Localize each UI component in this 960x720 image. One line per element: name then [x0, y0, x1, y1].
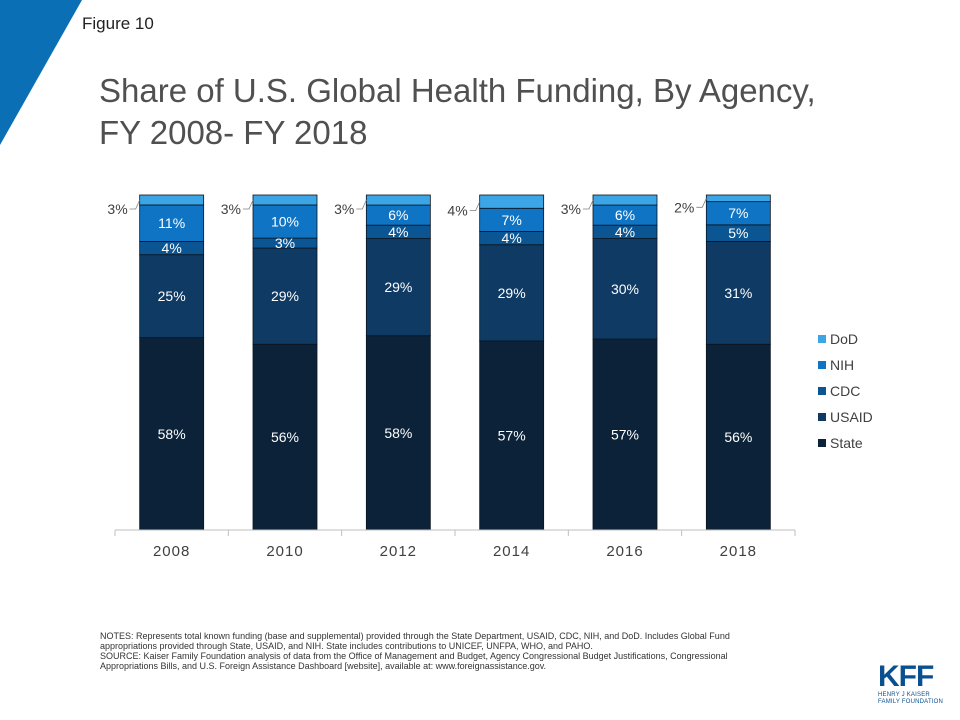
- data-label-nih-2010: 10%: [271, 214, 299, 230]
- bar-usaid-2016: [592, 238, 658, 340]
- stacked-bar-chart: 58% 25% 4% 11% 3% 2008 56% 29% 3% 10% 3% 2010 58% 29%…: [107, 194, 796, 560]
- bar-dod-2010: [252, 194, 318, 206]
- bar-dod-2014: [479, 194, 545, 209]
- legend-label-nih: NIH: [830, 357, 855, 373]
- data-label-nih-2012: 6%: [388, 207, 408, 223]
- data-label-cdc-2018: 5%: [728, 225, 748, 241]
- chart-legend: DoD NIH CDC USAID State: [818, 326, 873, 456]
- legend-label-state: State: [830, 435, 863, 451]
- data-label-nih-2014: 7%: [502, 212, 522, 228]
- data-label-dod-2016: 3%: [561, 201, 581, 217]
- data-label-state-2014: 57%: [498, 427, 526, 443]
- data-label-cdc-2012: 4%: [388, 224, 408, 240]
- legend-label-dod: DoD: [830, 331, 859, 347]
- bar-state-2012: [365, 335, 431, 531]
- bar-usaid-2010: [252, 247, 318, 345]
- data-label-state-2018: 56%: [724, 429, 752, 445]
- bar-usaid-2018: [705, 241, 771, 345]
- data-label-nih-2018: 7%: [728, 205, 748, 221]
- data-label-usaid-2016: 30%: [611, 281, 639, 297]
- kff-logo-line2: FAMILY FOUNDATION: [878, 699, 944, 705]
- chart-title: Share of U.S. Global Health Funding, By …: [99, 72, 816, 151]
- kff-logo-line1: HENRY J KAISER: [878, 692, 930, 698]
- x-tick-label-2008: 2008: [153, 543, 190, 560]
- bar-usaid-2008: [139, 254, 205, 339]
- legend-label-usaid: USAID: [830, 409, 873, 425]
- legend-item-dod: DoD: [818, 326, 873, 352]
- data-label-cdc-2016: 4%: [615, 224, 635, 240]
- legend-swatch-state: [818, 439, 826, 447]
- data-label-cdc-2008: 4%: [162, 240, 182, 256]
- legend-swatch-usaid: [818, 413, 826, 421]
- data-label-dod-2014: 4%: [447, 203, 467, 219]
- bar-state-2008: [139, 337, 205, 531]
- legend-item-cdc: CDC: [818, 378, 873, 404]
- leader-line-dod-2014: [469, 201, 481, 212]
- kff-logo: KFF HENRY J KAISER FAMILY FOUNDATION: [878, 662, 948, 706]
- leader-line-dod-2008: [129, 199, 141, 210]
- data-label-dod-2018: 2%: [674, 199, 694, 215]
- data-label-state-2016: 57%: [611, 427, 639, 443]
- leader-line-dod-2012: [356, 199, 367, 210]
- data-label-state-2010: 56%: [271, 429, 299, 445]
- x-tick-label-2012: 2012: [380, 543, 417, 560]
- legend-item-state: State: [818, 430, 873, 456]
- bar-dod-2018: [705, 194, 771, 203]
- data-label-dod-2008: 3%: [107, 201, 127, 217]
- data-label-dod-2010: 3%: [221, 201, 241, 217]
- x-tick-label-2018: 2018: [720, 543, 757, 560]
- x-tick-label-2010: 2010: [266, 543, 303, 560]
- legend-swatch-cdc: [818, 387, 826, 395]
- data-label-state-2008: 58%: [158, 426, 186, 442]
- leader-line-dod-2010: [243, 199, 254, 210]
- legend-label-cdc: CDC: [830, 383, 861, 399]
- x-tick-label-2016: 2016: [606, 543, 643, 560]
- source-text: SOURCE: Kaiser Family Foundation analysi…: [100, 651, 728, 671]
- footnotes: NOTES: Represents total known funding (b…: [100, 631, 780, 671]
- bar-state-2018: [705, 343, 771, 531]
- figure-label: Figure 10: [82, 14, 154, 33]
- leader-line-dod-2016: [583, 199, 594, 210]
- data-label-usaid-2012: 29%: [384, 279, 412, 295]
- bar-usaid-2014: [479, 244, 545, 342]
- data-label-usaid-2008: 25%: [158, 288, 186, 304]
- data-label-usaid-2010: 29%: [271, 288, 299, 304]
- bar-dod-2008: [139, 194, 205, 206]
- x-tick-label-2014: 2014: [493, 543, 530, 560]
- data-label-nih-2008: 11%: [158, 215, 185, 231]
- data-label-nih-2016: 6%: [615, 207, 635, 223]
- data-label-cdc-2010: 3%: [275, 235, 295, 251]
- bar-dod-2016: [592, 194, 658, 206]
- bar-dod-2012: [365, 194, 431, 206]
- data-label-cdc-2014: 4%: [502, 230, 522, 246]
- data-label-state-2012: 58%: [384, 425, 412, 441]
- legend-swatch-nih: [818, 361, 826, 369]
- legend-swatch-dod: [818, 335, 826, 343]
- corner-accent-shape: [0, 0, 82, 145]
- legend-item-nih: NIH: [818, 352, 873, 378]
- data-label-dod-2012: 3%: [334, 201, 354, 217]
- notes-text: NOTES: Represents total known funding (b…: [100, 631, 730, 651]
- bar-usaid-2012: [365, 238, 431, 337]
- kff-logo-mark: KFF: [878, 660, 934, 693]
- leader-line-dod-2018: [696, 198, 707, 208]
- data-label-usaid-2018: 31%: [724, 285, 752, 301]
- legend-item-usaid: USAID: [818, 404, 873, 430]
- data-label-usaid-2014: 29%: [498, 285, 526, 301]
